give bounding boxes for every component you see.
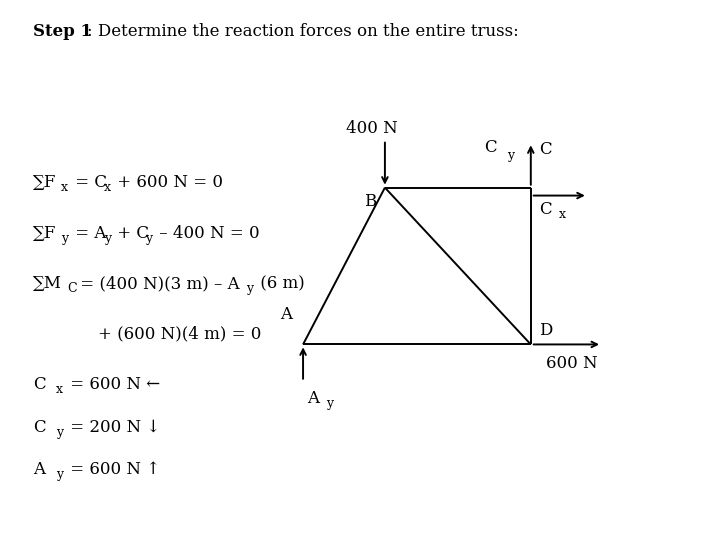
Text: x: x <box>56 383 63 396</box>
Text: y: y <box>246 282 253 295</box>
Text: y: y <box>508 149 514 162</box>
Text: x: x <box>61 181 68 194</box>
Text: + (600 N)(4 m) = 0: + (600 N)(4 m) = 0 <box>98 326 261 343</box>
Text: = A: = A <box>70 225 106 242</box>
Text: y: y <box>104 232 111 245</box>
Text: y: y <box>56 468 63 481</box>
Text: C: C <box>539 201 552 218</box>
Text: – 400 N = 0: – 400 N = 0 <box>153 225 259 242</box>
Text: y: y <box>145 232 152 245</box>
Text: C: C <box>539 141 552 158</box>
Text: Step 1: Step 1 <box>32 23 91 40</box>
Text: = 600 N ←: = 600 N ← <box>65 376 160 393</box>
Text: D: D <box>539 322 553 339</box>
Text: 400 N: 400 N <box>346 120 397 137</box>
Text: x: x <box>104 181 111 194</box>
Text: B: B <box>364 193 377 210</box>
Text: y: y <box>56 426 63 439</box>
Text: y: y <box>327 396 333 409</box>
Text: C: C <box>67 282 76 295</box>
Text: = C: = C <box>70 174 107 191</box>
Text: A: A <box>32 461 45 478</box>
Text: y: y <box>61 232 68 245</box>
Text: = 200 N ↓: = 200 N ↓ <box>65 419 160 436</box>
Text: = (400 N)(3 m) – A: = (400 N)(3 m) – A <box>76 275 240 292</box>
Text: A: A <box>307 390 319 407</box>
Text: + C: + C <box>112 225 149 242</box>
Text: + 600 N = 0: + 600 N = 0 <box>112 174 223 191</box>
Text: ∑F: ∑F <box>32 174 56 191</box>
Text: ∑M: ∑M <box>32 275 62 292</box>
Text: x: x <box>559 208 566 221</box>
Text: A: A <box>280 306 292 323</box>
Text: 600 N: 600 N <box>546 355 598 372</box>
Text: (6 m): (6 m) <box>255 275 305 292</box>
Text: ∑F: ∑F <box>32 225 56 242</box>
Text: C: C <box>32 376 45 393</box>
Text: C: C <box>32 419 45 436</box>
Text: : Determine the reaction forces on the entire truss:: : Determine the reaction forces on the e… <box>86 23 518 40</box>
Text: = 600 N ↑: = 600 N ↑ <box>65 461 160 478</box>
Text: C: C <box>485 139 498 156</box>
